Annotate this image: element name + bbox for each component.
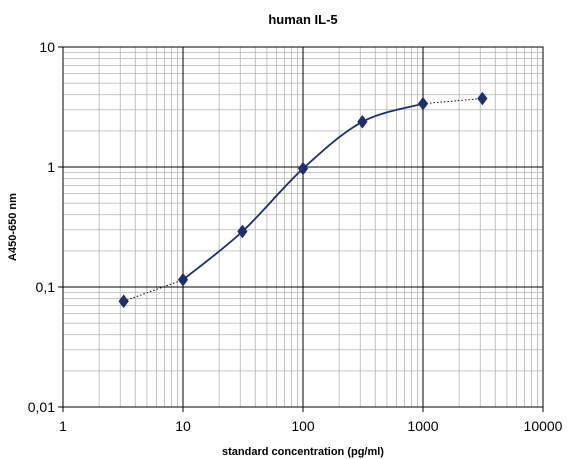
series-markers: [118, 91, 488, 309]
y-tick-label: 10: [39, 39, 55, 55]
x-tick-label: 1000: [407, 418, 438, 434]
data-point-marker: [237, 224, 248, 239]
y-tick-label: 0,01: [28, 399, 55, 415]
x-tick-label: 10000: [524, 418, 563, 434]
x-axis: 1 10 100 1000 10000: [59, 407, 563, 434]
x-axis-label: standard concentration (pg/ml): [222, 446, 384, 458]
y-axis-label: A450-650 nm: [7, 193, 19, 261]
y-axis: 0,01 0,1 1 10: [28, 39, 63, 415]
data-point-marker: [357, 114, 368, 129]
series-line-dotted: [123, 279, 184, 302]
x-tick-label: 10: [175, 418, 191, 434]
x-tick-label: 1: [59, 418, 67, 434]
data-point-marker: [177, 272, 189, 287]
data-point-marker: [417, 96, 429, 111]
y-tick-label: 1: [47, 159, 55, 175]
chart-title: human IL-5: [268, 12, 337, 27]
x-tick-label: 100: [291, 418, 315, 434]
grid: [62, 46, 544, 408]
data-point-marker: [297, 161, 309, 176]
data-point-marker: [118, 294, 129, 309]
y-tick-label: 0,1: [36, 279, 56, 295]
series-line-dotted: [422, 98, 483, 105]
data-point-marker: [477, 91, 488, 106]
